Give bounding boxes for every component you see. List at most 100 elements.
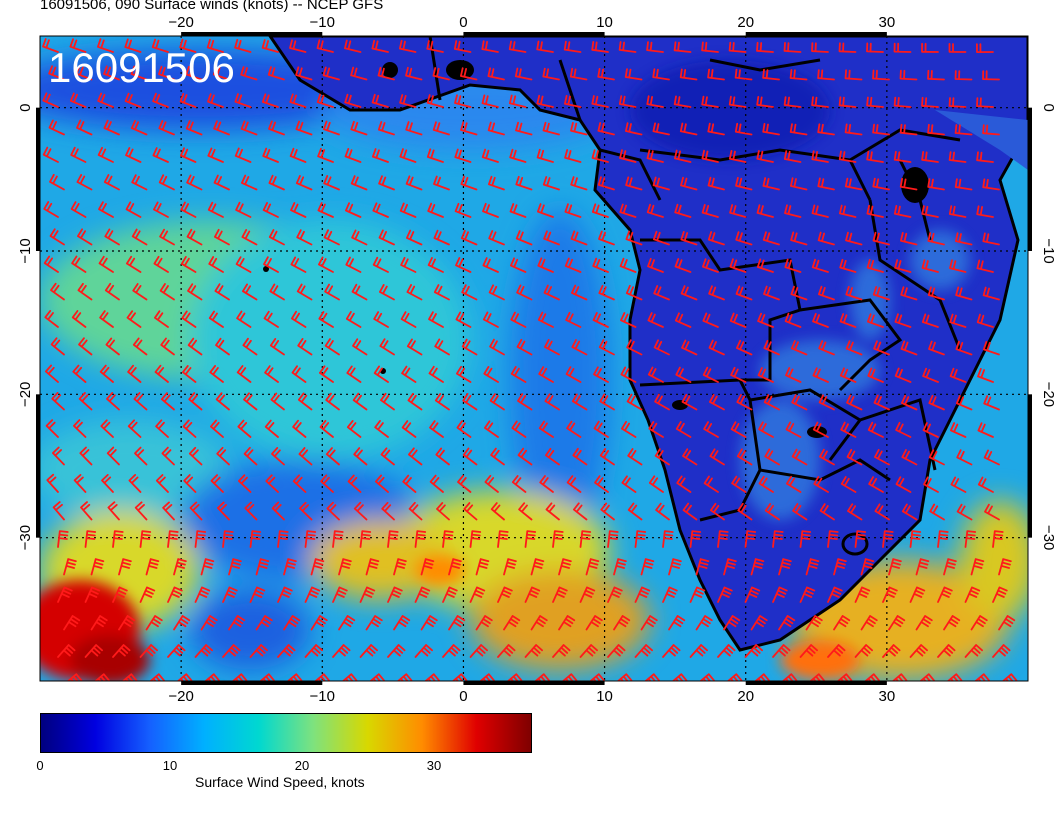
wind-barb [127,364,142,383]
wind-barb [158,174,175,191]
wind-barb [118,558,132,576]
wind-barb [215,337,230,356]
wind-barb [895,421,912,438]
wind-barb [497,644,516,658]
wind-barb [624,68,643,81]
wind-barb [838,42,857,53]
wind-barb [318,256,334,273]
wind-barb [515,121,533,136]
wind-barb [57,530,69,548]
wind-barb [818,340,835,356]
wind-barb [42,92,59,108]
wind-barb [406,229,423,246]
wind-barb [895,476,912,493]
wind-barb [579,530,592,548]
wind-barb [350,66,368,81]
wind-barb [77,228,93,246]
wind-barb [255,558,270,576]
wind-barb [371,39,389,53]
wind-barb [124,92,142,108]
lat-tick-label: 0 [1040,103,1056,111]
lon-tick-label: 20 [737,14,754,31]
wind-barb [625,122,643,136]
wind-barb [448,615,466,631]
wind-barb [976,97,994,108]
wind-barb [399,148,417,163]
wind-barb [283,615,301,631]
wind-barb [653,230,670,246]
wind-barb [811,150,829,163]
wind-barb [49,228,65,246]
wind-barb [379,338,395,356]
wind-barb [509,148,527,163]
wind-barb [379,284,395,301]
wind-barb [516,338,533,356]
wind-barb [544,393,560,411]
wind-barb [618,41,637,53]
wind-barb [182,419,197,438]
wind-barb [167,530,179,548]
lon-tick-label: 0 [459,14,467,31]
wind-barb [296,283,313,301]
colorbar-tick-20: 20 [294,758,310,773]
wind-barb [78,337,93,356]
wind-barb [209,365,224,383]
wind-barb [52,501,65,521]
wind-barb [998,558,1012,576]
wind-barb [735,231,753,246]
wind-barb [689,644,708,658]
wind-barb [71,255,87,273]
wind-barb [338,615,356,631]
wind-barb [234,93,252,108]
wind-barb [488,230,505,246]
wind-barb [509,203,527,218]
lat-tick-label: −30 [17,525,34,550]
wind-barb [844,69,863,81]
wind-barb [836,673,853,681]
wind-barb [42,146,59,163]
wind-barb [566,420,582,438]
wind-barb [44,310,59,328]
wind-barb [371,93,389,108]
wind-barb [899,177,918,191]
wind-barb [827,586,843,603]
wind-barb [921,259,939,273]
wind-barb [976,151,994,163]
wind-barb [268,229,285,246]
wind-barb [680,285,698,301]
wind-barb [98,255,114,273]
wind-barb [310,558,325,576]
wind-barb [866,150,884,163]
wind-barb [956,503,973,521]
wind-barb [241,229,258,246]
wind-barb [432,121,450,136]
wind-barb [937,644,956,658]
wind-barb [854,530,867,548]
wind-barb [101,474,114,493]
wind-barb [866,259,884,273]
wind-barb [647,312,664,328]
wind-barb [105,337,120,356]
wind-barb [593,366,609,383]
wind-barb [132,337,148,356]
wind-barb [647,257,664,273]
wind-barb [789,123,808,136]
wind-barb [351,229,368,246]
wind-barb [322,66,340,81]
wind-barb [482,311,499,328]
wind-barb [613,615,631,631]
wind-barb [63,558,77,576]
wind-barb [76,119,93,136]
wind-barb [538,366,554,383]
wind-barb [921,313,939,328]
wind-barb [453,40,472,53]
wind-barb [154,364,169,383]
wind-barb [668,558,682,576]
wind-barb [127,419,142,438]
wind-barb [763,394,780,411]
wind-barb [818,285,835,301]
frame-bar [181,32,323,36]
colorbar-tick-10: 10 [162,758,178,773]
wind-barb [805,558,820,576]
wind-barb [874,449,890,466]
